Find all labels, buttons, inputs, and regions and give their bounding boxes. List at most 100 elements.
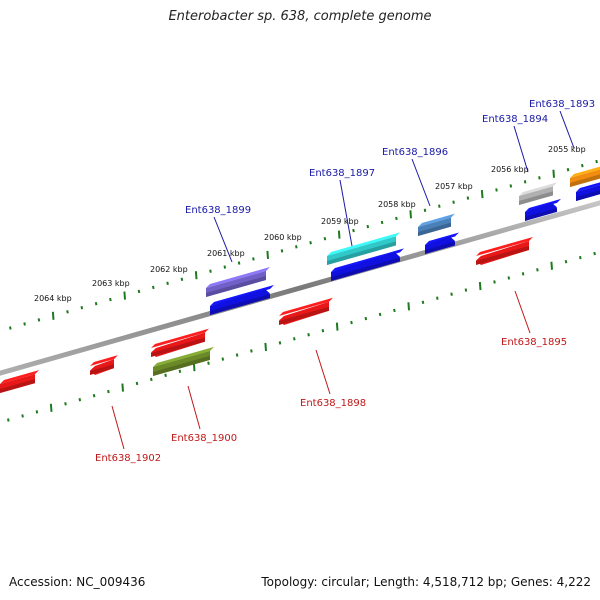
forward-tick: [94, 301, 98, 306]
reverse-tick: [550, 261, 553, 270]
scale-label: 2056 kbp: [491, 165, 529, 174]
forward-tick: [409, 210, 412, 219]
reverse-tick: [579, 255, 582, 260]
forward-tick: [480, 189, 484, 199]
cds-reverse[interactable]: [279, 297, 333, 325]
reverse-tick: [278, 341, 282, 345]
forward-tick: [309, 241, 312, 245]
scale-label: 2064 kbp: [34, 294, 72, 303]
feature-label-forward-leader: [213, 216, 233, 263]
reverse-tick: [92, 393, 96, 398]
cds-reverse[interactable]: [0, 370, 39, 393]
forward-tick: [252, 257, 255, 261]
reverse-tick: [450, 292, 453, 296]
gene-forward-ent638-1894[interactable]: [519, 182, 557, 205]
gene-forward-ent638-1897[interactable]: [327, 232, 400, 265]
gene-reverse-ent638-1900[interactable]: [153, 346, 214, 376]
scale-labels: 2064 kbp 2063 kbp 2062 kbp 2061 kbp 2060 kbp…: [34, 145, 586, 303]
forward-tick: [223, 265, 227, 269]
reverse-tick: [250, 349, 253, 353]
feature-labels: Ent638_1899 Ent638_1897 Ent638_1896 Ent638_…: [95, 99, 595, 464]
gene-forward-ent638-1896[interactable]: [418, 213, 455, 236]
cds-reverse[interactable]: [151, 328, 209, 357]
reverse-tick: [478, 281, 482, 291]
feature-label-reverse-leader: [111, 405, 125, 450]
gene-forward-ent638-1899[interactable]: [206, 266, 270, 297]
reverse-tick: [78, 398, 82, 402]
reverse-tick: [121, 383, 124, 392]
reverse-tick: [335, 322, 339, 331]
gene-forward-ent638-1893[interactable]: [570, 165, 600, 187]
scale-label: 2058 kbp: [378, 200, 416, 209]
cds-forward[interactable]: [425, 232, 459, 254]
forward-tick: [37, 318, 41, 322]
reverse-tick: [421, 300, 425, 304]
reverse-tick: [436, 296, 439, 300]
feature-label-forward-leader: [339, 179, 353, 247]
feature-label-reverse: Ent638_1902: [95, 453, 161, 464]
cds-reverse[interactable]: [90, 355, 118, 375]
feature-label-forward-leader: [513, 125, 529, 173]
reverse-tick: [493, 280, 496, 284]
reverse-tick: [464, 288, 468, 292]
forward-tick: [566, 167, 570, 172]
feature-label-reverse-leader: [514, 290, 531, 334]
accession-text: Accession: NC_009436: [9, 575, 146, 589]
forward-tick: [395, 216, 398, 221]
forward-tick: [581, 163, 584, 168]
scale-label: 2061 kbp: [207, 249, 245, 258]
reverse-tick: [7, 418, 10, 422]
feature-label-forward: Ent638_1893: [529, 99, 595, 110]
reverse-tick: [321, 328, 325, 333]
forward-tick: [209, 269, 212, 273]
forward-tick: [66, 310, 69, 314]
forward-tick: [23, 322, 26, 326]
cds-forward[interactable]: [210, 284, 274, 315]
forward-tick: [166, 281, 169, 286]
cds-forward[interactable]: [331, 248, 404, 281]
feature-label-reverse: Ent638_1898: [300, 398, 366, 409]
feature-label-forward: Ent638_1896: [382, 147, 448, 158]
reverse-tick: [264, 342, 267, 352]
cds-reverse[interactable]: [476, 236, 533, 265]
feature-label-forward: Ent638_1894: [482, 114, 548, 125]
genome-backbone: [0, 200, 600, 376]
forward-tick: [194, 271, 198, 280]
feature-label-reverse: Ent638_1900: [171, 433, 237, 444]
feature-label-forward-leader: [559, 110, 575, 149]
forward-tick: [438, 204, 441, 208]
forward-tick: [595, 159, 598, 164]
gene-features: [0, 165, 600, 393]
reverse-tick: [221, 357, 225, 361]
forward-tick: [109, 297, 112, 302]
feature-label-forward: Ent638_1899: [185, 205, 251, 216]
forward-tick: [137, 289, 141, 294]
reverse-tick: [107, 389, 110, 394]
reverse-tick: [293, 337, 296, 341]
scale-label: 2062 kbp: [150, 265, 188, 274]
forward-tick: [266, 250, 269, 260]
reverse-tick: [21, 414, 24, 418]
forward-tick: [423, 208, 427, 212]
reverse-tick: [235, 353, 239, 357]
forward-tick: [366, 224, 370, 229]
feature-label-reverse-leader: [187, 385, 201, 430]
cds-forward[interactable]: [576, 181, 600, 201]
forward-tick: [152, 285, 155, 290]
reverse-tick: [35, 410, 39, 414]
forward-tick: [280, 249, 284, 253]
reverse-tick: [536, 268, 539, 272]
reverse-tick: [521, 272, 525, 276]
cds-forward[interactable]: [525, 198, 561, 221]
scale-label: 2060 kbp: [264, 233, 302, 242]
map-title: Enterobacter sp. 638, complete genome: [168, 9, 432, 24]
reverse-tick: [192, 363, 196, 372]
forward-tick: [237, 261, 241, 265]
forward-tick: [9, 326, 12, 330]
reverse-tick: [564, 259, 568, 264]
scale-label: 2059 kbp: [321, 217, 359, 226]
forward-tick: [538, 176, 541, 180]
reverse-tick: [378, 312, 382, 317]
forward-tick: [380, 220, 384, 225]
